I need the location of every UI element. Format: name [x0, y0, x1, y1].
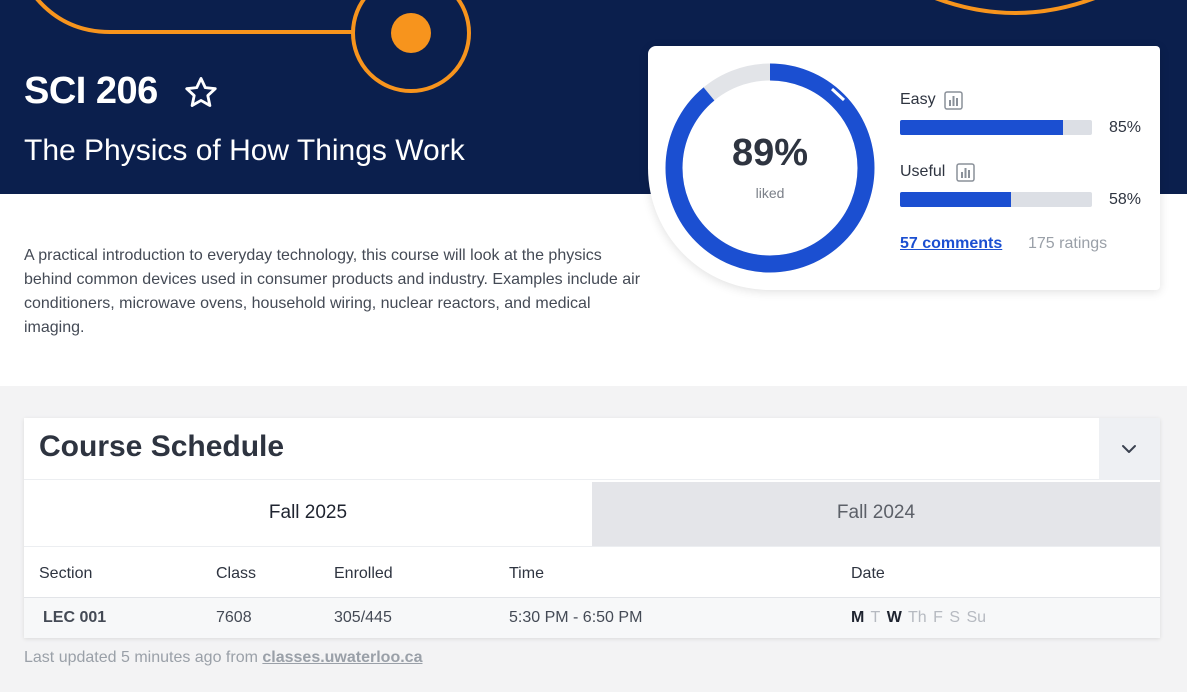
useful-label: Useful	[900, 163, 946, 180]
useful-bar-fill	[900, 192, 1012, 207]
useful-bar	[900, 192, 1092, 207]
star-outline-icon[interactable]	[182, 74, 220, 112]
comments-link[interactable]: 57 comments	[900, 235, 1003, 252]
easy-bar	[900, 120, 1092, 135]
course-description: A practical introduction to everyday tec…	[24, 247, 641, 336]
liked-label: liked	[755, 185, 785, 201]
day-saturday: S	[949, 609, 961, 626]
time-cell: 5:30 PM - 6:50 PM	[509, 609, 643, 626]
easy-label: Easy	[900, 91, 936, 108]
last-updated-note: Last updated 5 minutes ago from classes.…	[24, 649, 422, 667]
schedule-title: Course Schedule	[39, 430, 285, 463]
schedule-header: Course Schedule	[24, 418, 1099, 480]
ratings-card: 89% liked Easy 85% Useful 58% 57 comment…	[648, 46, 1160, 290]
date-cell: M T W Th F S Su	[851, 609, 988, 627]
course-code: SCI 206	[24, 70, 158, 112]
last-updated-text: Last updated 5 minutes ago from	[24, 649, 258, 666]
chevron-down-icon	[1122, 445, 1136, 453]
decorative-circuit-graphic	[35, 0, 1095, 93]
day-tuesday: T	[870, 609, 881, 626]
tab-fall-2024[interactable]: Fall 2024	[592, 482, 1160, 546]
column-header-class: Class	[216, 565, 257, 582]
source-link[interactable]: classes.uwaterloo.ca	[262, 649, 423, 666]
easy-percent: 85%	[1109, 119, 1142, 136]
day-thursday: Th	[907, 609, 927, 626]
table-row: LEC 001 7608 305/445 5:30 PM - 6:50 PM M…	[24, 598, 1160, 638]
column-header-section: Section	[39, 565, 93, 582]
collapse-schedule-button[interactable]	[1099, 418, 1160, 480]
liked-donut-arc	[665, 63, 875, 273]
liked-percent: 89%	[731, 132, 809, 174]
column-header-enrolled: Enrolled	[334, 565, 393, 582]
liked-donut-chart	[665, 63, 875, 273]
ratings-count: 175 ratings	[1028, 235, 1108, 252]
course-name: The Physics of How Things Work	[24, 134, 465, 167]
section-cell: LEC 001	[43, 609, 107, 626]
enrolled-cell: 305/445	[334, 609, 392, 626]
useful-percent: 58%	[1109, 191, 1142, 208]
column-header-date: Date	[851, 565, 885, 582]
bar-chart-icon[interactable]	[956, 163, 975, 182]
day-sunday: Su	[966, 609, 987, 626]
tab-fall-2025[interactable]: Fall 2025	[24, 482, 592, 546]
column-header-time: Time	[509, 565, 544, 582]
course-schedule-panel: Course Schedule Fall 2025 Fall 2024 Sect…	[24, 418, 1160, 638]
schedule-table-header: Section Class Enrolled Time Date	[24, 546, 1160, 598]
bar-chart-icon[interactable]	[944, 91, 963, 110]
class-cell: 7608	[216, 609, 252, 626]
easy-bar-fill	[900, 120, 1064, 135]
day-wednesday: W	[886, 609, 902, 626]
day-monday: M	[851, 609, 865, 626]
day-friday: F	[933, 609, 943, 626]
